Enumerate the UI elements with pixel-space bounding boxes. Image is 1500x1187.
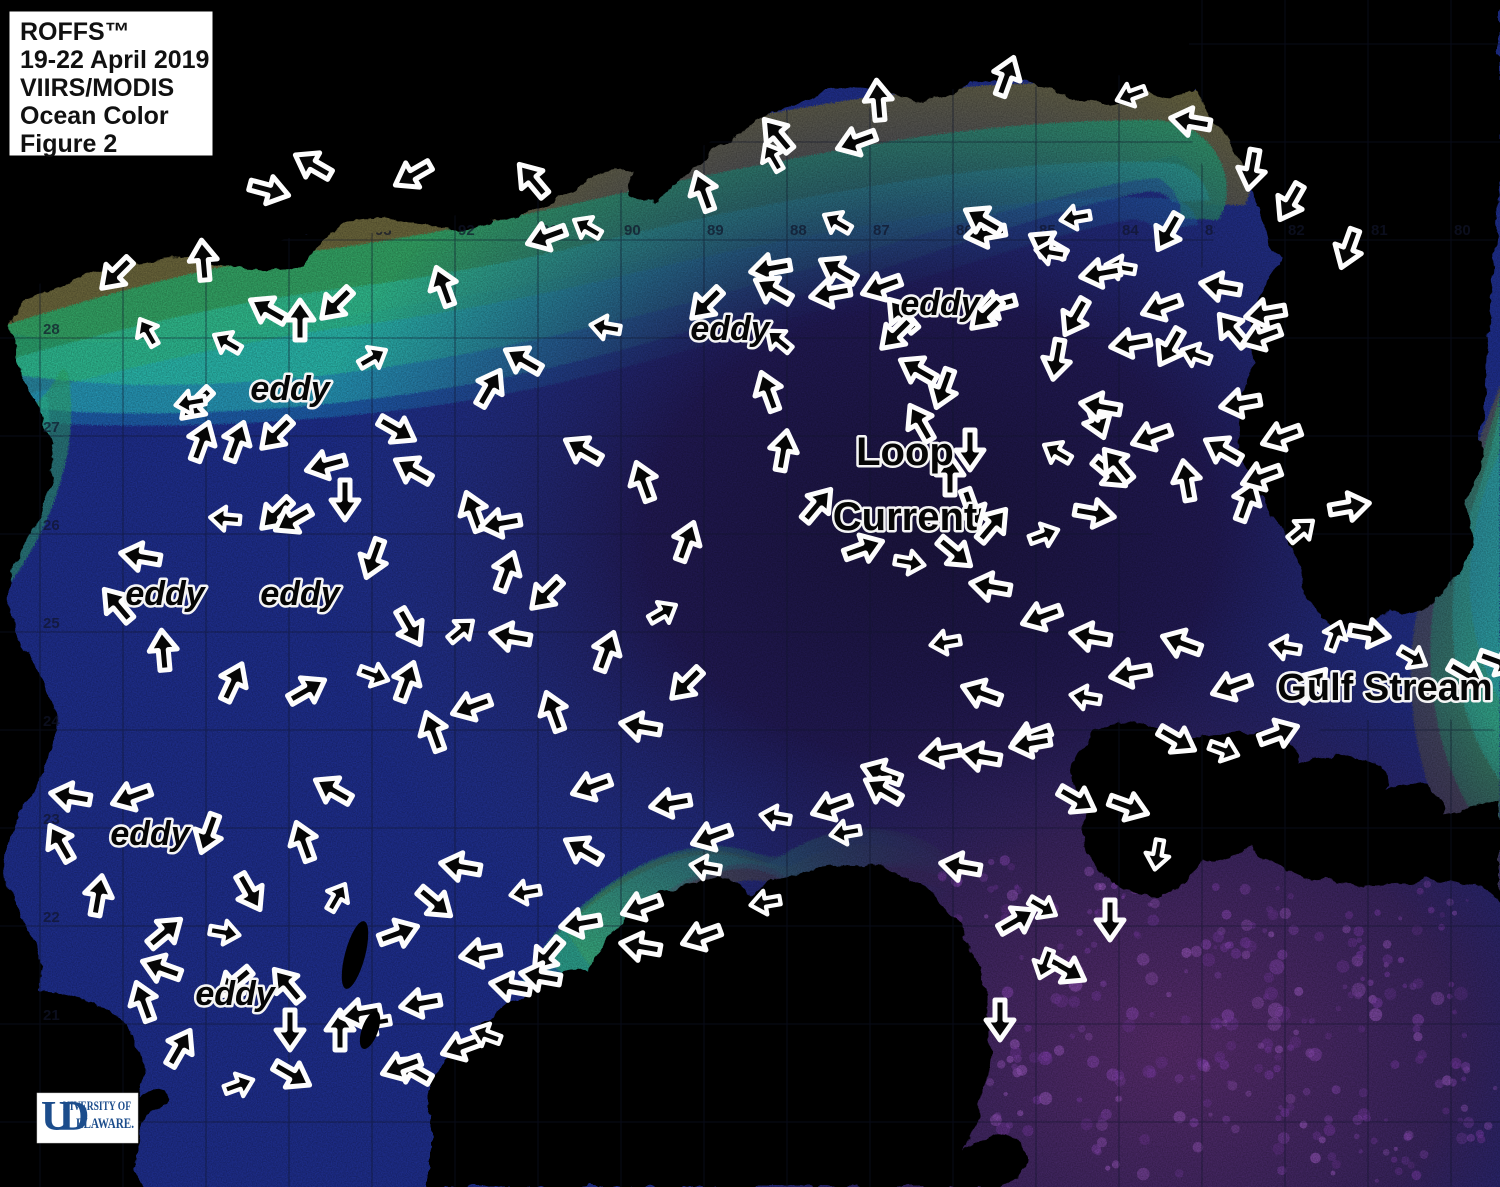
- svg-text:eddy: eddy: [260, 575, 341, 613]
- svg-text:Ocean Color: Ocean Color: [20, 102, 169, 130]
- svg-text:ROFFS™: ROFFS™: [20, 18, 130, 46]
- svg-text:ELAWARE.: ELAWARE.: [76, 1116, 134, 1132]
- svg-text:92: 92: [458, 222, 475, 239]
- svg-text:84: 84: [1122, 222, 1139, 239]
- svg-text:eddy: eddy: [110, 815, 191, 853]
- svg-text:89: 89: [707, 222, 724, 239]
- svg-text:eddy: eddy: [250, 370, 331, 408]
- svg-text:eddy: eddy: [690, 310, 771, 348]
- svg-text:27: 27: [43, 419, 60, 436]
- svg-text:VIIRS/MODIS: VIIRS/MODIS: [20, 74, 174, 102]
- svg-text:Figure 2: Figure 2: [20, 130, 117, 158]
- svg-text:25: 25: [43, 615, 60, 632]
- svg-text:22: 22: [43, 909, 60, 926]
- svg-text:Loop: Loop: [856, 430, 954, 474]
- svg-text:Current: Current: [833, 495, 977, 539]
- svg-text:eddy: eddy: [195, 975, 276, 1013]
- svg-text:90: 90: [624, 222, 641, 239]
- svg-text:eddy: eddy: [125, 575, 206, 613]
- svg-text:80: 80: [1454, 222, 1471, 239]
- svg-text:87: 87: [873, 222, 890, 239]
- svg-text:NIVERSITY OF: NIVERSITY OF: [63, 1099, 131, 1113]
- svg-text:28: 28: [43, 321, 60, 338]
- svg-text:Gulf Stream: Gulf Stream: [1277, 667, 1492, 709]
- svg-text:88: 88: [790, 222, 807, 239]
- svg-text:21: 21: [43, 1007, 60, 1024]
- svg-text:26: 26: [43, 517, 60, 534]
- svg-text:19-22 April 2019: 19-22 April 2019: [20, 46, 209, 74]
- svg-text:82: 82: [1288, 222, 1305, 239]
- svg-text:81: 81: [1371, 222, 1388, 239]
- svg-text:eddy: eddy: [900, 285, 981, 323]
- svg-text:24: 24: [43, 713, 60, 730]
